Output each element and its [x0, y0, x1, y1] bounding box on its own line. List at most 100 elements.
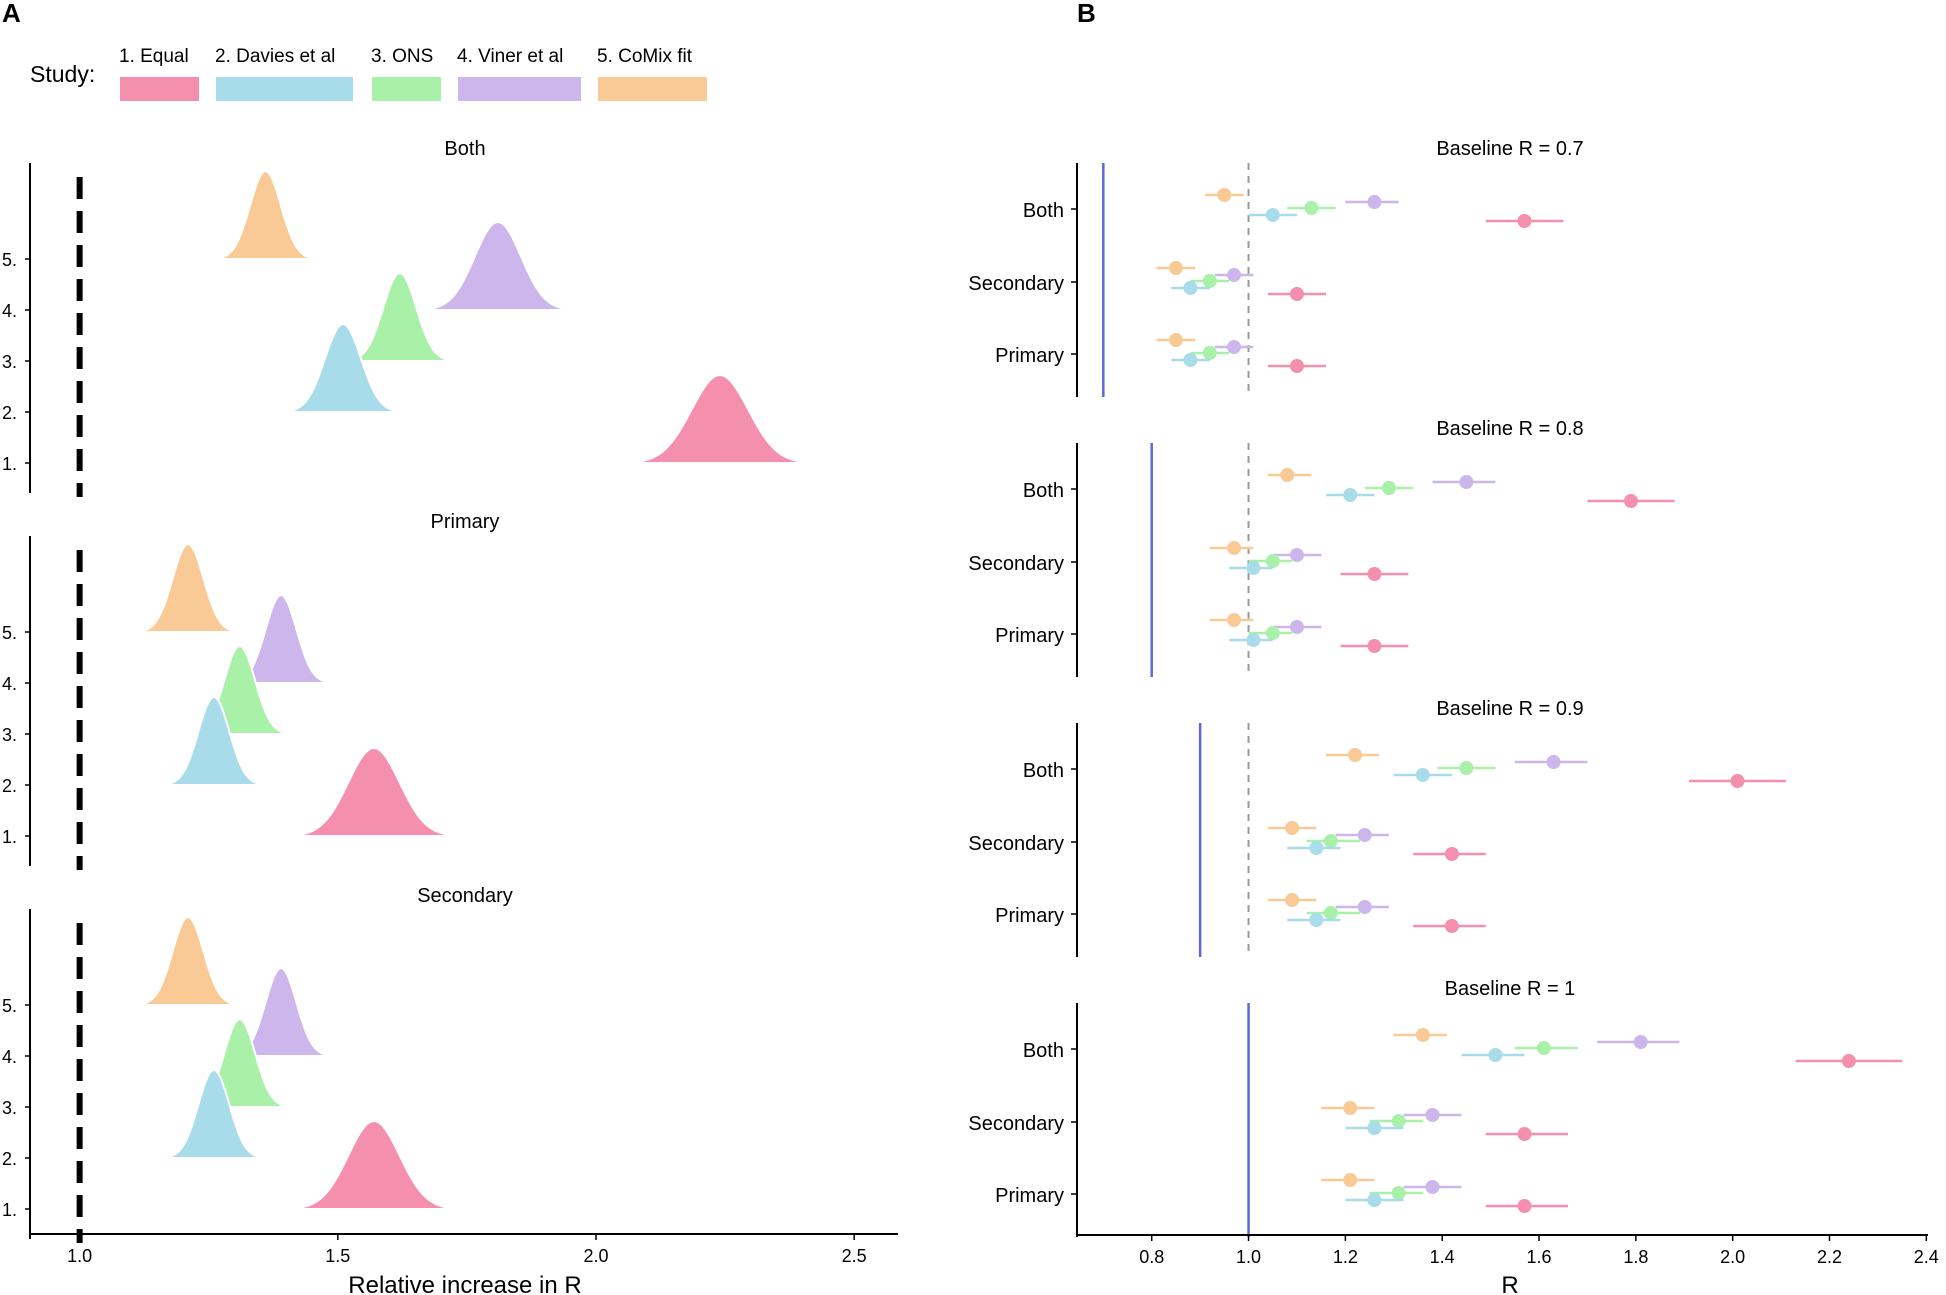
x-tick-label: 2.0 [583, 1246, 608, 1266]
point-4-viner-et-al [1289, 548, 1304, 562]
group-label-primary: Primary [995, 1185, 1064, 1207]
ridge-facet-primary: Primary 1. 2. 3. 4. 5. [2, 511, 499, 870]
y-tick-label: 1. [2, 1200, 17, 1220]
point-1-equal [1624, 494, 1639, 508]
point-4-viner-et-al [1546, 755, 1561, 769]
point-1-equal [1841, 1054, 1856, 1068]
point-2-davies-et-al [1265, 208, 1280, 222]
point-4-viner-et-al [1357, 900, 1372, 914]
point-5-comix-fit [1280, 468, 1295, 482]
point-5-comix-fit [1217, 188, 1232, 202]
panel-a-ridgeline: Both1.2.3.4.5.Primary1.2.3.4.5.Secondary… [2, 138, 898, 1295]
group-label-primary: Primary [995, 625, 1064, 647]
x-tick-label: 0.8 [1139, 1247, 1164, 1267]
y-tick-label: 3. [2, 725, 17, 745]
point-3-ons [1381, 481, 1396, 495]
facet-title: Baseline R = 0.7 [1436, 138, 1583, 160]
legend: Study: 1. Equal 2. Davies et al 3. ONS 4… [30, 46, 707, 101]
y-tick-label: 1. [2, 454, 17, 474]
panel-label-a: A [2, 0, 21, 28]
point-2-davies-et-al [1246, 633, 1261, 647]
group-label-both: Both [1023, 760, 1064, 782]
point-1-equal [1517, 214, 1532, 228]
ridge-4-viner-et-al [422, 220, 574, 311]
facet-title: Primary [431, 511, 500, 533]
y-tick-label: 5. [2, 250, 17, 270]
point-1-equal [1289, 287, 1304, 301]
ridge-facet-secondary: Secondary 1. 2. 3. 4. 5. [2, 885, 513, 1243]
point-5-comix-fit [1343, 1173, 1358, 1187]
y-tick-label: 2. [2, 776, 17, 796]
point-3-ons [1265, 626, 1280, 640]
group-label-secondary: Secondary [968, 553, 1064, 575]
point-facet-baseline-r-0-9: Baseline R = 0.9 Both Secondary Primary [968, 698, 1786, 957]
legend-swatch-equal [120, 77, 199, 101]
point-4-viner-et-al [1357, 828, 1372, 842]
point-5-comix-fit [1227, 613, 1242, 627]
point-3-ons [1323, 834, 1338, 848]
ridge-1-equal [290, 746, 458, 837]
point-3-ons [1459, 761, 1474, 775]
point-2-davies-et-al [1367, 1193, 1382, 1207]
y-tick-label: 3. [2, 352, 17, 372]
point-1-equal [1730, 774, 1745, 788]
point-facet-baseline-r-0-8: Baseline R = 0.8 Both Secondary Primary [968, 418, 1675, 677]
point-1-equal [1367, 567, 1382, 581]
point-3-ons [1202, 346, 1217, 360]
facet-title: Baseline R = 0.9 [1436, 698, 1583, 720]
legend-label-ons: 3. ONS [371, 46, 433, 67]
legend-label-equal: 1. Equal [119, 46, 189, 67]
point-1-equal [1444, 919, 1459, 933]
point-1-equal [1517, 1199, 1532, 1213]
point-facet-baseline-r-0-7: Baseline R = 0.7 Both Secondary Primary [968, 138, 1584, 397]
legend-swatch-viner [458, 77, 581, 101]
group-label-primary: Primary [995, 345, 1064, 367]
point-4-viner-et-al [1367, 195, 1382, 209]
point-4-viner-et-al [1227, 340, 1242, 354]
y-tick-label: 3. [2, 1098, 17, 1118]
y-tick-label: 4. [2, 674, 17, 694]
point-5-comix-fit [1227, 541, 1242, 555]
x-axis-label: Relative increase in R [348, 1272, 581, 1295]
y-tick-label: 1. [2, 827, 17, 847]
group-label-secondary: Secondary [968, 833, 1064, 855]
point-5-comix-fit [1168, 261, 1183, 275]
group-label-secondary: Secondary [968, 1113, 1064, 1135]
point-1-equal [1444, 847, 1459, 861]
x-tick-label: 1.8 [1623, 1247, 1648, 1267]
point-4-viner-et-al [1425, 1180, 1440, 1194]
point-2-davies-et-al [1183, 353, 1198, 367]
point-5-comix-fit [1415, 1028, 1430, 1042]
legend-label-comix: 5. CoMix fit [597, 46, 693, 67]
x-tick-label: 1.0 [67, 1246, 92, 1266]
x-tick-label: 2.2 [1817, 1247, 1842, 1267]
legend-title: Study: [30, 61, 95, 87]
point-2-davies-et-al [1246, 561, 1261, 575]
point-5-comix-fit [1285, 821, 1300, 835]
point-5-comix-fit [1285, 893, 1300, 907]
point-facet-baseline-r-1: Baseline R = 1 Both Secondary Primary [968, 978, 1903, 1237]
point-2-davies-et-al [1309, 913, 1324, 927]
legend-swatch-comix [598, 77, 707, 101]
x-axis-label: R [1501, 1272, 1518, 1295]
point-5-comix-fit [1343, 1101, 1358, 1115]
facet-title: Baseline R = 1 [1445, 978, 1576, 1000]
point-3-ons [1265, 554, 1280, 568]
point-2-davies-et-al [1343, 488, 1358, 502]
point-3-ons [1391, 1186, 1406, 1200]
ridge-2-davies-et-al [284, 322, 402, 413]
ridge-2-davies-et-al [163, 1068, 265, 1159]
x-tick-label: 2.0 [1720, 1247, 1745, 1267]
facet-title: Baseline R = 0.8 [1436, 418, 1583, 440]
panel-label-b: B [1077, 0, 1096, 28]
y-tick-label: 5. [2, 996, 17, 1016]
x-tick-label: 1.2 [1333, 1247, 1358, 1267]
y-tick-label: 4. [2, 301, 17, 321]
point-4-viner-et-al [1459, 475, 1474, 489]
legend-label-davies: 2. Davies et al [215, 46, 335, 67]
group-label-both: Both [1023, 1040, 1064, 1062]
ridge-5-comix-fit [137, 915, 239, 1006]
ridge-5-comix-fit [215, 169, 317, 260]
legend-swatch-davies [216, 77, 353, 101]
